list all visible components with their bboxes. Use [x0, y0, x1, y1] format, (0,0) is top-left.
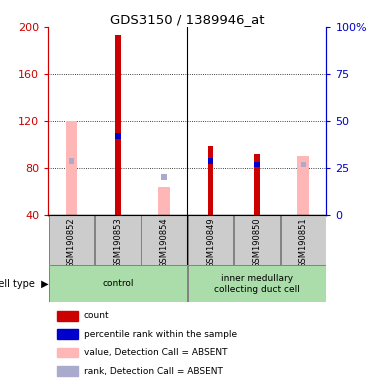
Bar: [69, 158, 74, 164]
Bar: [158, 187, 170, 215]
Bar: [188, 215, 233, 265]
Bar: [95, 215, 141, 265]
Bar: [298, 156, 309, 215]
Bar: [49, 265, 187, 302]
Bar: [208, 158, 213, 164]
Bar: [208, 146, 213, 215]
Bar: [56, 329, 78, 339]
Bar: [115, 133, 121, 139]
Bar: [66, 121, 77, 215]
Text: GSM190850: GSM190850: [252, 218, 262, 268]
Bar: [188, 265, 326, 302]
Bar: [254, 154, 260, 215]
Title: GDS3150 / 1389946_at: GDS3150 / 1389946_at: [110, 13, 265, 26]
Bar: [56, 311, 78, 321]
Text: count: count: [84, 311, 109, 320]
Text: GSM190853: GSM190853: [113, 218, 122, 268]
Text: GSM190854: GSM190854: [160, 218, 169, 268]
Text: rank, Detection Call = ABSENT: rank, Detection Call = ABSENT: [84, 367, 223, 376]
Text: percentile rank within the sample: percentile rank within the sample: [84, 330, 237, 339]
Text: inner medullary
collecting duct cell: inner medullary collecting duct cell: [214, 274, 300, 294]
Bar: [301, 162, 306, 167]
Text: cell type  ▶: cell type ▶: [0, 279, 48, 289]
Bar: [56, 366, 78, 376]
Bar: [141, 215, 187, 265]
Text: GSM190849: GSM190849: [206, 218, 215, 268]
Text: control: control: [102, 280, 134, 288]
Text: GSM190851: GSM190851: [299, 218, 308, 268]
Bar: [56, 348, 78, 358]
Bar: [161, 174, 167, 180]
Bar: [49, 215, 94, 265]
Bar: [280, 215, 326, 265]
Text: value, Detection Call = ABSENT: value, Detection Call = ABSENT: [84, 348, 227, 357]
Bar: [254, 162, 260, 167]
Bar: [234, 215, 280, 265]
Bar: [115, 35, 121, 215]
Text: GSM190852: GSM190852: [67, 218, 76, 268]
